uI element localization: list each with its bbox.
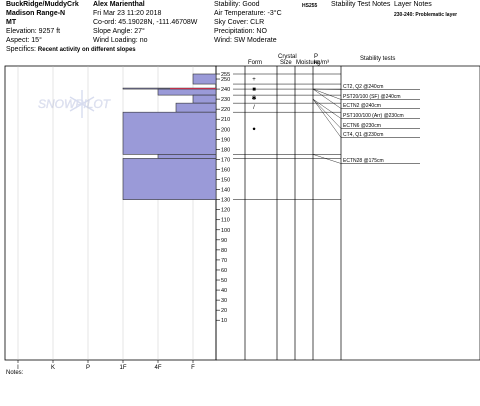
stability-test-notes-title: Stability Test Notes (331, 1, 391, 8)
snow-layer-1 (192, 73, 217, 85)
depth-label: 170 (221, 157, 230, 163)
snow-layer-8 (122, 158, 217, 200)
layer-note: 230-240: Problematic layer (394, 12, 458, 18)
snow-layer-4 (192, 94, 217, 104)
grain-form-symbol: / (253, 105, 255, 111)
snow-layer-3 (157, 88, 217, 96)
elevation-text: Elevation: 9257 ft (6, 28, 61, 35)
specifics-value: Recent activity on different slopes (37, 47, 136, 53)
snow-layer-6 (122, 111, 217, 155)
range-name: Madison Range-N (6, 10, 66, 17)
depth-label: 150 (221, 178, 230, 184)
sky-cover-text: Sky Cover: CLR (214, 19, 265, 26)
depth-label: 50 (221, 278, 227, 284)
depth-label: 40 (221, 288, 227, 294)
snowpilot-watermark: SNOWPILOT (38, 90, 112, 118)
depth-label: 30 (221, 298, 227, 304)
hs-text: HS255 (302, 3, 318, 9)
depth-label: 110 (221, 218, 230, 224)
stability-test-connector (312, 154, 342, 164)
air-temp-text: Air Temperature: -3°C (214, 10, 282, 17)
grain-form-symbol: + (252, 77, 256, 83)
layer-notes-title: Layer Notes (394, 1, 432, 8)
p-header: P (314, 54, 319, 60)
depth-label: 240 (221, 87, 230, 93)
stability-test-entry: PST100/100 (Arr) @230cm (343, 113, 404, 119)
hardness-label: I (17, 365, 19, 371)
location-name: BuckRidge/MuddyCrk (6, 1, 79, 8)
wind-text: Wind: SW Moderate (214, 37, 277, 44)
hardness-label: F (191, 365, 195, 371)
grain-form-symbol: ● (252, 126, 256, 132)
hardness-label: 4F (154, 365, 161, 371)
specifics-label: Specifics: (6, 46, 36, 53)
crystal-header: Crystal (278, 54, 297, 60)
stability-test-entry: CT2, Q2 @240cm (343, 84, 383, 90)
state-name: MT (6, 19, 17, 26)
depth-label: 250 (221, 77, 230, 83)
stability-test-connector (312, 98, 342, 119)
precipitation-text: Precipitation: NO (214, 28, 267, 35)
aspect-text: Aspect: 15° (6, 37, 42, 44)
depth-label: 130 (221, 198, 230, 204)
form-header: Form (248, 60, 262, 66)
depth-label: 20 (221, 308, 227, 314)
depth-label: 230 (221, 97, 230, 103)
stability-tests-header: Stability tests (360, 56, 396, 62)
stability-test-connector (312, 88, 342, 109)
stability-test-entry: ECTN2 @240cm (343, 103, 381, 109)
density-header: kg/m³ (314, 60, 329, 66)
watermark-text: SNOWPILOT (38, 97, 112, 111)
stability-text: Stability: Good (214, 1, 260, 8)
grain-form-symbol: ✱ (251, 95, 256, 102)
snow-layer-5 (175, 102, 217, 113)
depth-label: 160 (221, 167, 230, 173)
depth-label: 100 (221, 228, 230, 234)
wind-loading-text: Wind Loading: no (93, 37, 148, 44)
stability-test-connector (312, 98, 342, 129)
stability-test-connector (312, 88, 342, 100)
stability-test-entry: PST20/100 (SF) @240cm (343, 94, 401, 100)
hardness-label: P (86, 365, 90, 371)
depth-label: 10 (221, 318, 227, 324)
depth-label: 140 (221, 188, 230, 194)
depth-label: 210 (221, 117, 230, 123)
observer-name: Alex Marienthal (93, 1, 145, 8)
grain-form-symbol: ■ (252, 87, 256, 93)
depth-label: 70 (221, 258, 227, 264)
stability-test-entry: ECTN6 @230cm (343, 123, 381, 129)
snowflake-icon (69, 90, 95, 118)
slope-angle-text: Slope Angle: 27° (93, 28, 145, 35)
moisture-header: Moisture (296, 60, 320, 66)
stability-test-entry: ECTN28 @175cm (343, 158, 384, 164)
snow-layer-7 (157, 154, 217, 159)
stability-test-entry: CT4, Q1 @230cm (343, 132, 383, 138)
coords-text: Co-ord: 45.19028N, -111.46708W (93, 19, 198, 26)
hardness-label: 1F (119, 365, 126, 371)
size-header: Size (280, 60, 292, 66)
depth-label: 90 (221, 238, 227, 244)
depth-label: 200 (221, 127, 230, 133)
depth-label: 120 (221, 208, 230, 214)
specifics-line: Specifics: Recent activity on different … (6, 46, 136, 53)
depth-label: 60 (221, 268, 227, 274)
hardness-label: K (51, 365, 55, 371)
depth-label: 255 (221, 72, 230, 78)
depth-label: 80 (221, 248, 227, 254)
depth-label: 220 (221, 107, 230, 113)
depth-label: 190 (221, 137, 230, 143)
datetime-text: Fri Mar 23 11:20 2018 (93, 10, 162, 17)
stability-test-connector (312, 99, 342, 138)
depth-label: 180 (221, 147, 230, 153)
notes-label: Notes: (6, 370, 24, 376)
